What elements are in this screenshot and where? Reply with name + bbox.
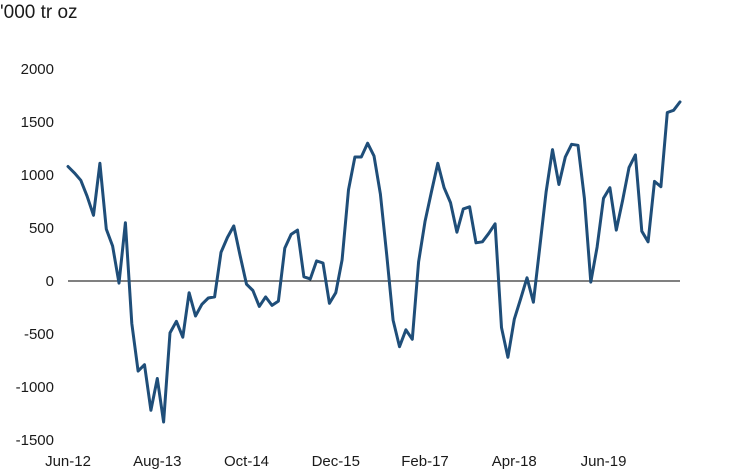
y-tick-label: 2000 — [21, 61, 54, 78]
y-tick-label: -1000 — [16, 379, 54, 396]
x-tick-label: Dec-15 — [312, 453, 360, 470]
x-tick-label: Jun-19 — [581, 453, 627, 470]
y-axis-unit-label: '000 tr oz — [0, 2, 78, 23]
x-axis: Jun-12 Aug-13 Oct-14 Dec-15 Feb-17 Apr-18 Jun-… — [45, 453, 626, 470]
x-tick-label: Aug-13 — [133, 453, 181, 470]
y-tick-label: -500 — [24, 326, 54, 343]
x-tick-label: Feb-17 — [401, 453, 449, 470]
x-tick-label: Apr-18 — [492, 453, 537, 470]
y-tick-label: 1500 — [21, 114, 54, 131]
y-tick-label: 0 — [46, 273, 54, 290]
y-tick-label: 1000 — [21, 167, 54, 184]
x-tick-label: Jun-12 — [45, 453, 91, 470]
y-tick-label: 500 — [29, 220, 54, 237]
series-line — [66, 100, 682, 424]
y-axis: -1500 -1000 -500 0 500 1000 1500 2000 — [16, 61, 54, 449]
y-tick-label: -1500 — [16, 432, 54, 449]
x-tick-label: Oct-14 — [224, 453, 269, 470]
